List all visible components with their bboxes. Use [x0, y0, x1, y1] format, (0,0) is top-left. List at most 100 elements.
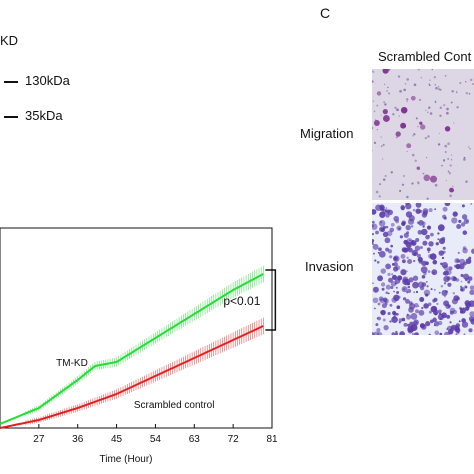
migrated-cell	[451, 90, 454, 93]
invaded-cell	[419, 245, 423, 250]
migrated-cell	[404, 83, 407, 85]
invaded-cell	[387, 272, 391, 277]
invaded-cell	[405, 203, 412, 210]
invaded-cell	[416, 221, 420, 225]
migrated-cell	[383, 101, 386, 104]
invaded-cell	[394, 332, 399, 335]
invaded-cell	[410, 324, 418, 331]
migrated-cell	[375, 190, 379, 194]
migrated-cell	[394, 106, 397, 110]
invaded-cell	[433, 288, 436, 291]
migrated-cell	[412, 135, 414, 137]
invaded-cell	[382, 318, 386, 322]
invaded-cell	[465, 306, 470, 311]
migrated-cell	[438, 132, 440, 134]
migrated-cell	[383, 83, 386, 86]
column-title-scrambled-control: Scrambled Cont	[378, 49, 472, 64]
invaded-cell	[444, 295, 446, 298]
label-scrambled-control: Scrambled control	[134, 400, 215, 411]
migrated-cell	[426, 197, 429, 200]
invaded-cell	[372, 220, 375, 224]
invaded-cell	[417, 229, 423, 235]
invaded-cell	[430, 288, 433, 291]
invaded-cell	[458, 219, 462, 223]
invaded-cell	[386, 209, 391, 214]
migrated-cell	[372, 71, 375, 73]
migrated-cell	[373, 110, 376, 113]
migrated-cell	[386, 90, 388, 92]
migrated-cell	[403, 88, 407, 92]
invaded-cell	[429, 319, 434, 324]
migrated-cell	[418, 98, 422, 101]
migrated-cell	[438, 88, 441, 91]
migrated-cell	[406, 143, 412, 149]
invaded-cell	[441, 236, 446, 241]
migrated-cell	[413, 83, 417, 87]
invaded-cell	[444, 203, 451, 207]
migrated-cell	[451, 154, 453, 156]
invaded-cell	[406, 314, 412, 320]
invaded-cell	[443, 300, 450, 307]
invaded-cell	[393, 266, 399, 272]
invaded-cell	[398, 318, 403, 322]
invaded-cell	[414, 303, 419, 308]
migrated-cell	[380, 145, 383, 147]
migrated-cell	[420, 77, 422, 79]
migrated-cell	[417, 125, 419, 128]
migrated-cell	[431, 69, 433, 71]
migrated-cell	[378, 183, 382, 186]
invaded-cell	[407, 247, 413, 253]
invaded-cell	[418, 260, 423, 264]
invaded-cell	[446, 276, 451, 281]
invaded-cell	[432, 271, 435, 274]
invaded-cell	[372, 242, 374, 246]
x-tick-label-45: 45	[111, 434, 123, 445]
invaded-cell	[377, 275, 384, 282]
migrated-cell	[439, 106, 443, 110]
invaded-cell	[458, 320, 461, 323]
invaded-cell	[380, 268, 387, 274]
invaded-cell	[446, 314, 451, 319]
migrated-cell	[372, 80, 374, 83]
invaded-cell	[428, 208, 433, 213]
invaded-cell	[413, 259, 416, 263]
invaded-cell	[450, 275, 457, 282]
invaded-cell	[399, 235, 404, 239]
migrated-cell	[468, 146, 470, 148]
migrated-cell	[376, 91, 382, 96]
migrated-cell	[406, 151, 408, 153]
invaded-cell	[437, 238, 440, 241]
migrated-cell	[380, 114, 382, 116]
invaded-cell	[376, 260, 380, 264]
invaded-cell	[377, 302, 381, 306]
invaded-cell	[430, 232, 434, 237]
invaded-cell	[463, 218, 470, 225]
invaded-cell	[461, 321, 469, 328]
migrated-cell	[396, 108, 399, 112]
invaded-cell	[385, 291, 389, 295]
proliferation-chart: 27 36 45 54 63 72 81 Time (Hour) TM-KD Scrambled…	[0, 227, 278, 465]
migrated-cell	[382, 158, 384, 160]
invaded-cell	[460, 222, 466, 227]
x-tick-label-54: 54	[150, 434, 162, 445]
x-tick-label-27: 27	[33, 434, 45, 445]
invaded-cell	[376, 327, 381, 333]
invaded-cell	[462, 230, 468, 235]
invaded-cell	[380, 282, 386, 287]
invaded-cell	[426, 247, 431, 252]
migrated-cell	[373, 120, 380, 126]
migrated-cell	[417, 181, 419, 184]
invaded-cell	[419, 209, 423, 213]
invaded-cell	[395, 219, 400, 224]
migrated-cell	[402, 175, 405, 177]
invaded-cell	[470, 203, 473, 205]
invaded-cell	[387, 292, 390, 295]
migrated-cell	[420, 124, 426, 130]
migrated-cell	[441, 164, 443, 167]
invaded-cell	[425, 281, 428, 283]
band-marker-130	[4, 81, 18, 83]
invaded-cell	[455, 323, 461, 328]
invaded-cell	[372, 282, 374, 285]
invaded-cell	[463, 273, 470, 280]
invaded-cell	[440, 284, 444, 288]
